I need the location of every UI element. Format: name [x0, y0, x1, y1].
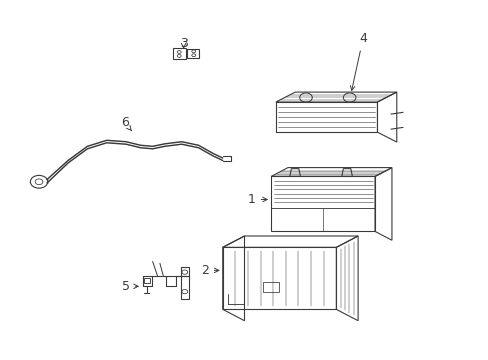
Text: 1: 1	[247, 193, 266, 206]
Text: 2: 2	[201, 264, 219, 277]
Text: 5: 5	[122, 280, 138, 293]
Text: 4: 4	[350, 32, 366, 90]
Text: 6: 6	[121, 116, 131, 131]
Text: 3: 3	[179, 37, 187, 50]
